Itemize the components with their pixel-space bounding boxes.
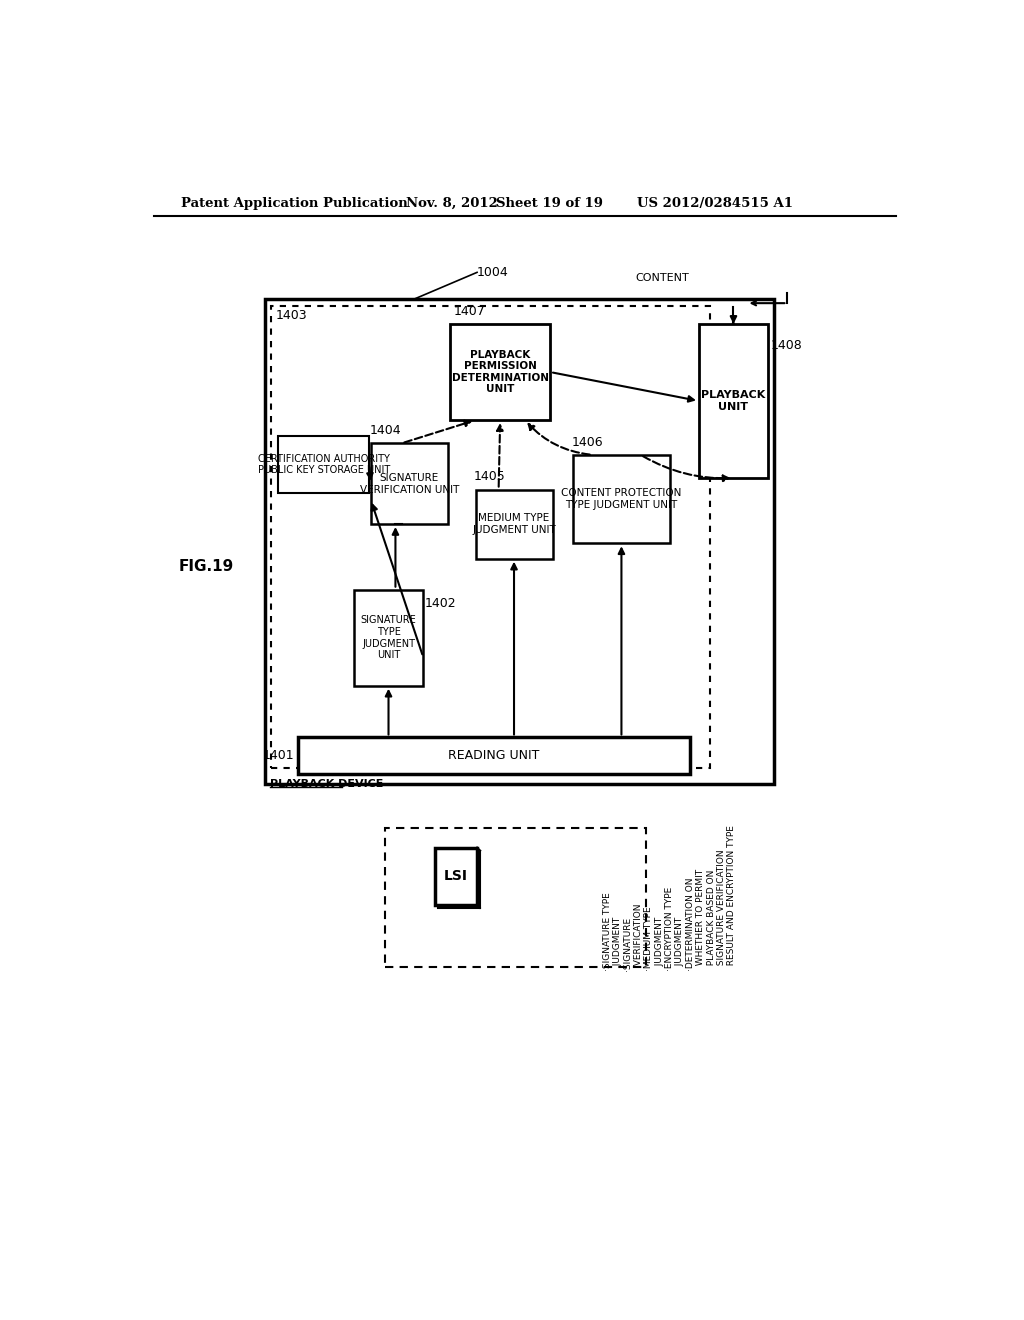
Text: Nov. 8, 2012: Nov. 8, 2012 bbox=[407, 197, 498, 210]
Text: PLAYBACK
PERMISSION
DETERMINATION
UNIT: PLAYBACK PERMISSION DETERMINATION UNIT bbox=[452, 350, 549, 395]
Text: CERTIFICATION AUTHORITY
PUBLIC KEY STORAGE UNIT: CERTIFICATION AUTHORITY PUBLIC KEY STORA… bbox=[258, 454, 390, 475]
Text: CONTENT PROTECTION
TYPE JUDGMENT UNIT: CONTENT PROTECTION TYPE JUDGMENT UNIT bbox=[561, 488, 682, 510]
Bar bbox=[451, 323, 550, 420]
Text: READING UNIT: READING UNIT bbox=[449, 750, 540, 763]
Bar bbox=[475, 490, 553, 558]
Text: ·SIGNATURE TYPE
  JUDGMENT
·SIGNATURE
  VERIFICATION
·MEDIUM TYPE
  JUDGMENT
·EN: ·SIGNATURE TYPE JUDGMENT ·SIGNATURE VERI… bbox=[603, 825, 736, 970]
Bar bbox=[573, 455, 670, 544]
Text: Sheet 19 of 19: Sheet 19 of 19 bbox=[496, 197, 602, 210]
Text: 1403: 1403 bbox=[276, 309, 308, 322]
Text: MEDIUM TYPE
JUDGMENT UNIT: MEDIUM TYPE JUDGMENT UNIT bbox=[472, 513, 556, 535]
Bar bbox=[435, 847, 477, 906]
Bar bbox=[271, 306, 711, 768]
Text: 1402: 1402 bbox=[425, 598, 457, 610]
Text: 1004: 1004 bbox=[477, 265, 509, 279]
Text: PLAYBACK DEVICE: PLAYBACK DEVICE bbox=[270, 779, 383, 789]
Text: SIGNATURE
TYPE
JUDGMENT
UNIT: SIGNATURE TYPE JUDGMENT UNIT bbox=[360, 615, 417, 660]
Text: US 2012/0284515 A1: US 2012/0284515 A1 bbox=[637, 197, 794, 210]
Bar bbox=[698, 323, 768, 478]
Text: LSI: LSI bbox=[443, 870, 468, 883]
Bar bbox=[385, 829, 646, 966]
Text: 1408: 1408 bbox=[770, 339, 802, 352]
Bar bbox=[371, 444, 447, 524]
Text: 1404: 1404 bbox=[370, 424, 400, 437]
Text: 1405: 1405 bbox=[474, 470, 506, 483]
Bar bbox=[279, 436, 370, 494]
Text: SIGNATURE
VERIFICATION UNIT: SIGNATURE VERIFICATION UNIT bbox=[359, 473, 459, 495]
Text: FIG.19: FIG.19 bbox=[178, 558, 233, 574]
Text: 1406: 1406 bbox=[571, 436, 603, 449]
Text: CONTENT: CONTENT bbox=[635, 273, 689, 284]
Bar bbox=[265, 298, 773, 784]
Bar bbox=[354, 590, 423, 686]
Text: 1407: 1407 bbox=[454, 305, 485, 318]
Text: Patent Application Publication: Patent Application Publication bbox=[180, 197, 408, 210]
Bar bbox=[298, 738, 689, 775]
Text: 1401: 1401 bbox=[263, 750, 295, 763]
Text: PLAYBACK
UNIT: PLAYBACK UNIT bbox=[701, 391, 766, 412]
